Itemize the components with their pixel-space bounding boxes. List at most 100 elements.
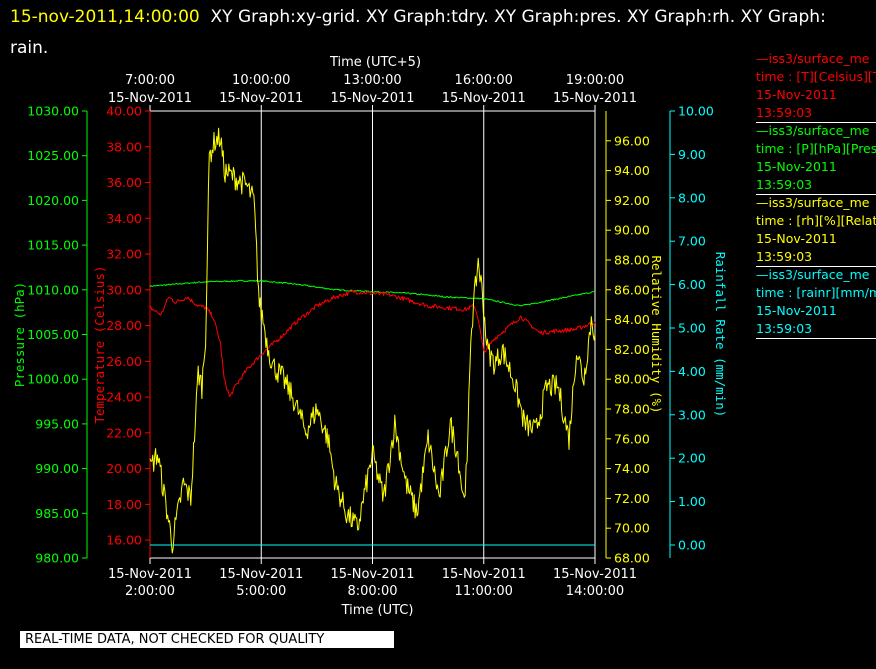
- legend-line1: —iss3/surface_me: [756, 123, 870, 138]
- temperature-tick-label: 32.00: [106, 247, 142, 262]
- x-bottom-tick-date: 15-Nov-2011: [442, 567, 526, 582]
- rainfall-axis-label: Rainfall Rate (mm/min): [713, 252, 728, 418]
- graph-list: XY Graph:xy-grid. XY Graph:tdry. XY Grap…: [210, 7, 826, 27]
- temperature-series-line: [149, 289, 596, 398]
- humidity-tick-label: 90.00: [614, 223, 650, 238]
- x-bottom-tick-time: 14:00:00: [566, 584, 624, 599]
- legend-line3: 15-Nov-2011: [756, 87, 837, 102]
- pressure-tick-label: 1020.00: [27, 193, 79, 208]
- humidity-tick-label: 74.00: [614, 461, 650, 476]
- rainfall-tick-label: 5.00: [678, 320, 706, 335]
- pressure-tick-label: 995.00: [35, 416, 79, 431]
- humidity-series-line: [149, 127, 596, 554]
- rainfall-tick-label: 6.00: [678, 277, 706, 292]
- temperature-tick-label: 28.00: [106, 318, 142, 333]
- temperature-tick-label: 24.00: [106, 390, 142, 405]
- temperature-tick-label: 18.00: [106, 497, 142, 512]
- disclaimer-label: REAL-TIME DATA, NOT CHECKED FOR QUALITY: [20, 631, 394, 648]
- legend-separator: [756, 122, 876, 123]
- humidity-tick-label: 76.00: [614, 431, 650, 446]
- humidity-tick-label: 78.00: [614, 402, 650, 417]
- humidity-tick-label: 70.00: [614, 521, 650, 536]
- x-bottom-tick-time: 5:00:00: [236, 584, 286, 599]
- pressure-tick-label: 1010.00: [27, 282, 79, 297]
- legend-line4: 13:59:03: [756, 249, 813, 264]
- legend-separator: [756, 266, 876, 267]
- humidity-tick-label: 96.00: [614, 133, 650, 148]
- legend-entry: —iss3/surface_me time : [T][Celsius][T 15-…: [756, 50, 876, 122]
- x-top-tick-time: 19:00:00: [566, 73, 624, 88]
- humidity-tick-label: 94.00: [614, 163, 650, 178]
- legend-line3: 15-Nov-2011: [756, 303, 837, 318]
- pressure-tick-label: 980.00: [35, 551, 79, 566]
- humidity-tick-label: 82.00: [614, 342, 650, 357]
- legend-line2: time : [T][Celsius][T: [756, 69, 876, 84]
- legend-line2: time : [P][hPa][Pres: [756, 141, 876, 156]
- x-bottom-tick-time: 8:00:00: [347, 584, 397, 599]
- temperature-tick-label: 30.00: [106, 282, 142, 297]
- legend-separator: [756, 194, 876, 195]
- x-bottom-tick-time: 11:00:00: [455, 584, 513, 599]
- window-header: 15-nov-2011,14:00:00 XY Graph:xy-grid. X…: [10, 2, 850, 64]
- temperature-tick-label: 20.00: [106, 461, 142, 476]
- pressure-axis-label: Pressure (hPa): [12, 282, 27, 387]
- x-top-tick-date: 15-Nov-2011: [553, 91, 637, 106]
- legend-line1: —iss3/surface_me: [756, 267, 870, 282]
- rainfall-tick-label: 1.00: [678, 494, 706, 509]
- pressure-tick-label: 985.00: [35, 506, 79, 521]
- humidity-tick-label: 80.00: [614, 372, 650, 387]
- x-top-tick-date: 15-Nov-2011: [108, 91, 192, 106]
- temperature-tick-label: 22.00: [106, 425, 142, 440]
- temperature-tick-label: 38.00: [106, 139, 142, 154]
- pressure-series-line: [149, 279, 596, 307]
- pressure-tick-label: 1005.00: [27, 327, 79, 342]
- x-top-tick-time: 13:00:00: [343, 73, 401, 88]
- legend-line4: 13:59:03: [756, 321, 813, 336]
- x-bottom-tick-date: 15-Nov-2011: [553, 567, 637, 582]
- pressure-tick-label: 990.00: [35, 461, 79, 476]
- x-top-tick-date: 15-Nov-2011: [330, 91, 414, 106]
- legend-line4: 13:59:03: [756, 105, 813, 120]
- pressure-tick-label: 1015.00: [27, 238, 79, 253]
- rainfall-tick-label: 9.00: [678, 147, 706, 162]
- humidity-tick-label: 88.00: [614, 253, 650, 268]
- x-bottom-tick-date: 15-Nov-2011: [330, 567, 414, 582]
- rainfall-tick-label: 0.00: [678, 537, 706, 552]
- x-top-tick-time: 16:00:00: [455, 73, 513, 88]
- humidity-axis-label: Relative Humidity (%): [649, 255, 664, 413]
- temperature-tick-label: 26.00: [106, 354, 142, 369]
- rainfall-tick-label: 8.00: [678, 190, 706, 205]
- rainfall-tick-label: 3.00: [678, 407, 706, 422]
- temperature-axis-label: Temperature (Celsius): [92, 265, 107, 423]
- rainfall-tick-label: 10.00: [678, 104, 714, 119]
- timestamp: 15-nov-2011,14:00:00: [10, 7, 200, 27]
- x-top-tick-date: 15-Nov-2011: [219, 91, 303, 106]
- humidity-tick-label: 86.00: [614, 282, 650, 297]
- rainfall-tick-label: 7.00: [678, 234, 706, 249]
- x-bottom-tick-time: 2:00:00: [125, 584, 175, 599]
- humidity-tick-label: 68.00: [614, 551, 650, 566]
- legend-separator: [756, 338, 876, 339]
- humidity-tick-label: 72.00: [614, 491, 650, 506]
- legend-entry: —iss3/surface_me time : [rh][%][Relati 15-…: [756, 194, 876, 266]
- rainfall-tick-label: 4.00: [678, 364, 706, 379]
- graph-list-continued: rain.: [10, 38, 49, 58]
- x-top-tick-date: 15-Nov-2011: [442, 91, 526, 106]
- temperature-tick-label: 16.00: [106, 533, 142, 548]
- legend-line2: time : [rainr][mm/mi: [756, 285, 876, 300]
- rainfall-tick-label: 2.00: [678, 451, 706, 466]
- temperature-tick-label: 40.00: [106, 104, 142, 119]
- legend-line3: 15-Nov-2011: [756, 159, 837, 174]
- temperature-tick-label: 34.00: [106, 211, 142, 226]
- legend-line2: time : [rh][%][Relati: [756, 213, 876, 228]
- x-bottom-tick-date: 15-Nov-2011: [219, 567, 303, 582]
- x-top-tick-time: 10:00:00: [232, 73, 290, 88]
- x-top-tick-time: 7:00:00: [125, 73, 175, 88]
- temperature-tick-label: 36.00: [106, 175, 142, 190]
- legend-line3: 15-Nov-2011: [756, 231, 837, 246]
- x-top-axis-label: Time (UTC+5): [329, 55, 421, 70]
- x-bottom-axis-label: Time (UTC): [341, 603, 414, 618]
